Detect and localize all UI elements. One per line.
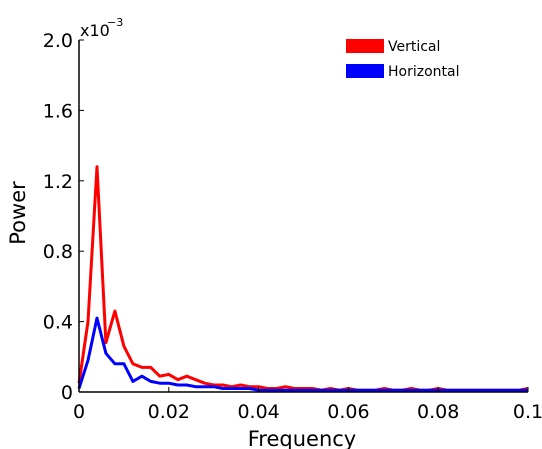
axes-layer xyxy=(78,40,528,393)
x-axis-ticks: 0 0.02 0.04 0.06 0.08 0.1 xyxy=(73,387,542,423)
legend-label-vertical: Vertical xyxy=(388,39,440,55)
y-tick-label: 0.4 xyxy=(43,312,73,334)
x-tick-label: 0.02 xyxy=(148,401,190,423)
y-axis-exponent-power: −3 xyxy=(107,16,123,29)
series-line-horizontal xyxy=(77,316,528,392)
y-tick-label: 0 xyxy=(61,382,73,404)
y-tick-label: 1.6 xyxy=(43,100,73,122)
y-axis-exponent-base: x10 xyxy=(80,21,110,40)
x-axis-label: Frequency xyxy=(248,427,357,449)
legend-swatch-vertical xyxy=(346,39,384,53)
y-tick-label: 1.2 xyxy=(43,171,73,193)
y-tick-label: 0.8 xyxy=(43,241,73,263)
legend-label-horizontal: Horizontal xyxy=(388,64,459,80)
x-tick-label: 0.06 xyxy=(327,401,369,423)
y-axis-label: Power xyxy=(6,181,30,245)
series-layer xyxy=(77,165,529,392)
legend: Vertical Horizontal xyxy=(346,39,459,80)
series-line-vertical xyxy=(77,165,529,392)
x-tick-label: 0 xyxy=(73,401,85,423)
y-tick-label: 2.0 xyxy=(43,30,73,52)
x-tick-label: 0.08 xyxy=(417,401,459,423)
x-tick-label: 0.04 xyxy=(237,401,279,423)
x-tick-label: 0.1 xyxy=(513,401,542,423)
y-axis-ticks: 0 0.4 0.8 1.2 1.6 2.0 xyxy=(43,30,84,404)
legend-swatch-horizontal xyxy=(346,64,384,78)
